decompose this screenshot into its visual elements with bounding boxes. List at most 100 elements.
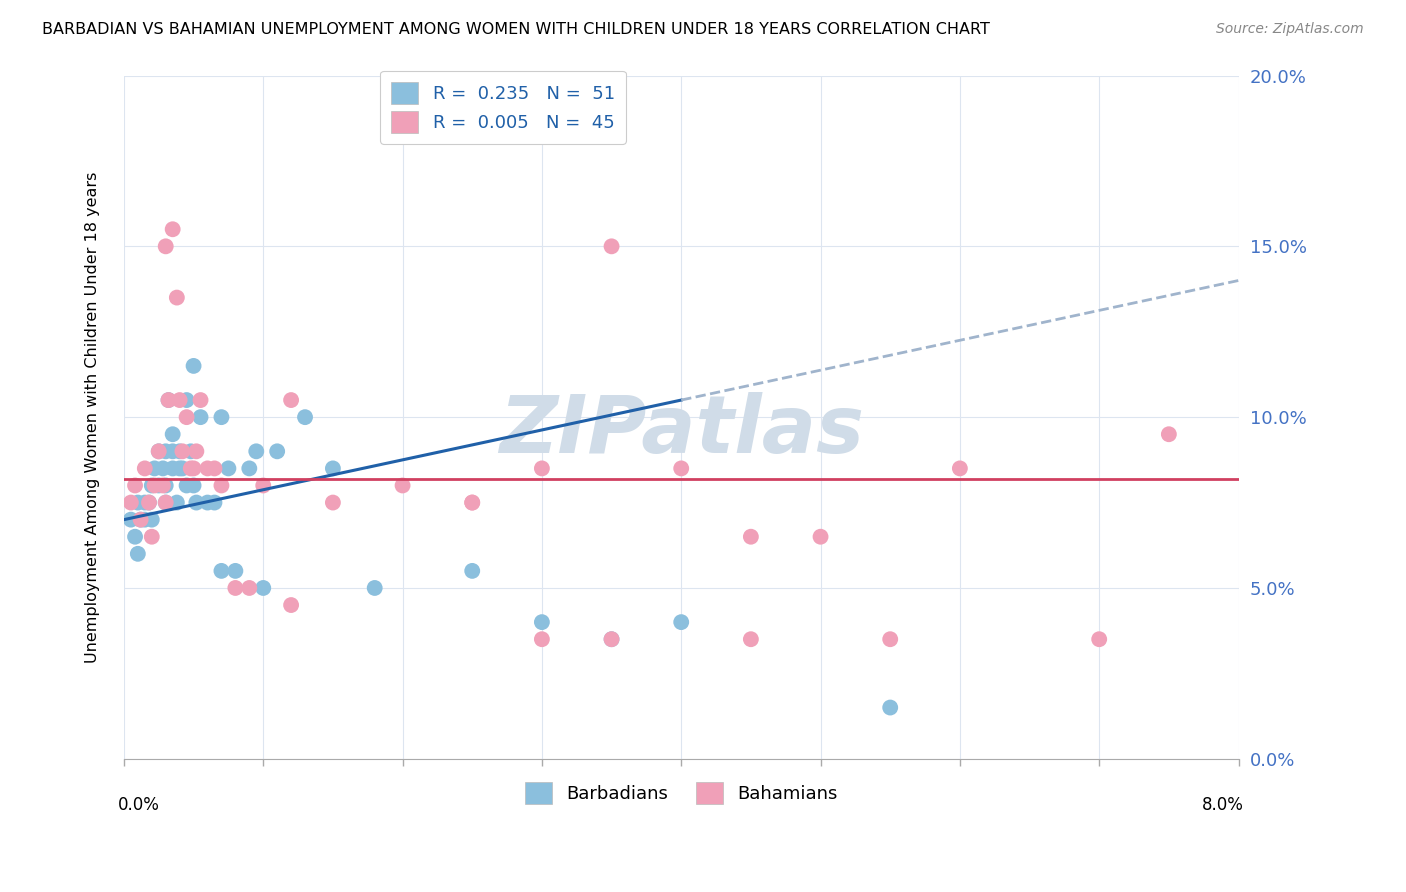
Point [169,461,191,475]
Text: Source: ZipAtlas.com: Source: ZipAtlas.com [1216,22,1364,37]
Point [148,444,170,458]
Point [172,444,194,458]
Point [252,478,274,492]
Point [600,239,623,253]
Point [157,393,180,408]
Point [120,495,142,509]
Point [148,444,170,458]
Point [204,495,226,509]
Text: BARBADIAN VS BAHAMIAN UNEMPLOYMENT AMONG WOMEN WITH CHILDREN UNDER 18 YEARS CORR: BARBADIAN VS BAHAMIAN UNEMPLOYMENT AMONG… [42,22,990,37]
Point [217,461,239,475]
Point [671,461,693,475]
Point [129,513,152,527]
Point [138,495,160,509]
Point [162,444,184,458]
Y-axis label: Unemployment Among Women with Children Under 18 years: Unemployment Among Women with Children U… [86,171,100,663]
Point [155,478,177,492]
Point [600,632,623,647]
Point [238,461,260,475]
Point [141,478,163,492]
Point [134,495,156,509]
Point [461,495,484,509]
Point [162,222,184,236]
Point [148,478,170,492]
Point [190,410,212,425]
Point [176,478,198,492]
Point [183,359,205,373]
Point [169,393,191,408]
Point [172,461,194,475]
Point [879,700,901,714]
Point [141,513,163,527]
Point [391,478,413,492]
Point [124,478,146,492]
Point [530,461,553,475]
Point [155,239,177,253]
Point [224,564,246,578]
Point [186,495,208,509]
Point [157,393,180,408]
Point [266,444,288,458]
Point [186,444,208,458]
Point [183,478,205,492]
Text: ZIPatlas: ZIPatlas [499,392,863,470]
Point [180,444,202,458]
Point [152,461,174,475]
Point [209,478,232,492]
Text: 8.0%: 8.0% [1202,797,1244,814]
Point [461,495,484,509]
Point [294,410,316,425]
Point [124,530,146,544]
Point [322,461,344,475]
Point [238,581,260,595]
Point [190,393,212,408]
Point [134,513,156,527]
Point [120,513,142,527]
Point [169,444,191,458]
Point [209,564,232,578]
Point [530,632,553,647]
Point [419,86,441,100]
Point [134,461,156,475]
Point [322,495,344,509]
Point [166,495,188,509]
Point [176,393,198,408]
Point [155,495,177,509]
Point [197,495,219,509]
Point [209,410,232,425]
Point [252,581,274,595]
Point [180,461,202,475]
Point [204,461,226,475]
Point [530,615,553,629]
Point [740,530,762,544]
Point [162,461,184,475]
Point [280,598,302,612]
Point [166,291,188,305]
Point [671,615,693,629]
Point [129,513,152,527]
Point [740,632,762,647]
Point [461,564,484,578]
Point [879,632,901,647]
Point [183,461,205,475]
Point [810,530,832,544]
Point [1088,632,1111,647]
Text: 0.0%: 0.0% [118,797,160,814]
Point [197,461,219,475]
Point [141,530,163,544]
Point [245,444,267,458]
Point [143,461,166,475]
Point [224,581,246,595]
Point [127,547,149,561]
Point [176,410,198,425]
Legend: Barbadians, Bahamians: Barbadians, Bahamians [517,775,845,811]
Point [364,581,387,595]
Point [949,461,972,475]
Point [600,632,623,647]
Point [155,495,177,509]
Point [152,478,174,492]
Point [162,427,184,442]
Point [138,495,160,509]
Point [143,478,166,492]
Point [155,444,177,458]
